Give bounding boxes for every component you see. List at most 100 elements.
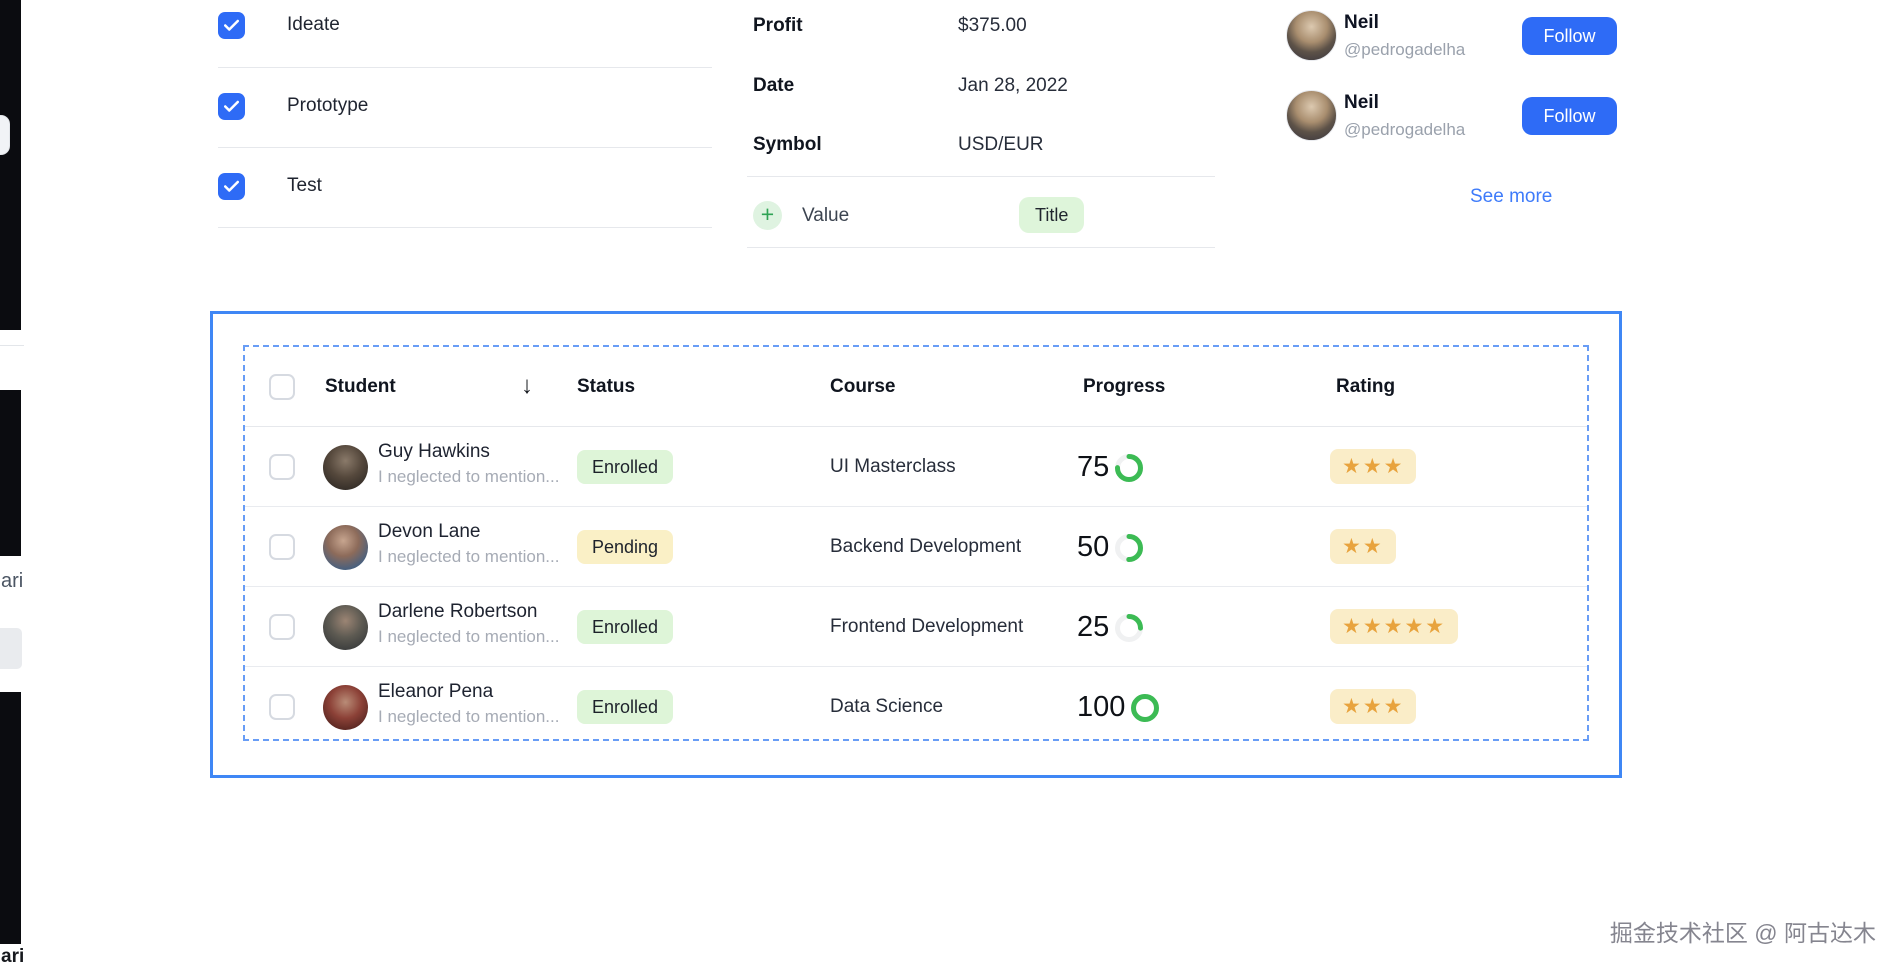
person-handle: @pedrogadelha <box>1344 40 1466 59</box>
watermark: 掘金技术社区 @ 阿古达木 <box>1609 920 1876 946</box>
left-edge-partial-button <box>0 115 10 155</box>
course-cell: UI Masterclass <box>830 456 956 477</box>
header-student[interactable]: Student <box>325 376 396 397</box>
student-name: Darlene Robertson <box>378 601 538 622</box>
person-name: Neil <box>1344 12 1379 33</box>
person-name: Neil <box>1344 92 1379 113</box>
checkbox-checked-icon[interactable] <box>218 92 245 120</box>
table-row[interactable]: Eleanor Pena I neglected to mention... E… <box>245 667 1587 741</box>
table-dashed-frame: Student ↓ Status Course Progress Rating … <box>243 345 1589 741</box>
divider <box>218 147 712 148</box>
left-edge-divider <box>0 345 24 346</box>
left-edge-strip <box>0 0 21 972</box>
row-checkbox[interactable] <box>269 534 295 560</box>
course-cell: Data Science <box>830 696 944 717</box>
checklist-item[interactable]: Ideate <box>218 11 340 39</box>
add-value-button[interactable]: + <box>753 201 782 230</box>
progress-cell: 100 <box>1077 687 1160 728</box>
left-edge-partial-text: ari <box>1 570 24 592</box>
student-name: Guy Hawkins <box>378 441 490 462</box>
follow-button[interactable]: Follow <box>1522 17 1617 55</box>
student-avatar <box>323 685 368 730</box>
header-status: Status <box>577 376 636 397</box>
divider <box>218 227 712 228</box>
checklist-item-label: Test <box>287 175 322 196</box>
progress-cell: 75 <box>1077 447 1144 488</box>
status-badge: Enrolled <box>577 450 674 484</box>
checklist-panel: Ideate Prototype Test <box>218 0 712 240</box>
person-card: Neil @pedrogadelha Follow <box>1286 10 1631 72</box>
progress-cell: 25 <box>1077 607 1144 648</box>
row-checkbox[interactable] <box>269 614 295 640</box>
rating-stars: ★★★★★ <box>1330 609 1459 644</box>
checklist-item-label: Prototype <box>287 95 369 116</box>
row-checkbox[interactable] <box>269 454 295 480</box>
course-cell: Backend Development <box>830 536 1022 557</box>
detail-label: Profit <box>753 15 803 36</box>
progress-value: 25 <box>1077 611 1110 643</box>
detail-label: Symbol <box>753 134 822 155</box>
progress-ring-icon <box>1131 693 1160 722</box>
title-chip[interactable]: Title <box>1019 197 1085 233</box>
person-card: Neil @pedrogadelha Follow <box>1286 90 1631 152</box>
divider <box>747 176 1215 177</box>
student-avatar <box>323 605 368 650</box>
student-note: I neglected to mention... <box>378 467 560 486</box>
progress-value: 50 <box>1077 531 1110 563</box>
status-badge: Enrolled <box>577 610 674 644</box>
student-name: Devon Lane <box>378 521 481 542</box>
checkbox-checked-icon[interactable] <box>218 11 245 39</box>
follow-button[interactable]: Follow <box>1522 97 1617 135</box>
divider <box>747 247 1215 248</box>
header-progress: Progress <box>1083 376 1166 397</box>
checklist-item-label: Ideate <box>287 14 340 35</box>
student-name: Eleanor Pena <box>378 681 494 702</box>
progress-value: 100 <box>1077 691 1126 723</box>
course-cell: Frontend Development <box>830 616 1024 637</box>
divider <box>218 67 712 68</box>
student-note: I neglected to mention... <box>378 627 560 646</box>
checklist-item[interactable]: Test <box>218 172 322 200</box>
table-selection-frame[interactable]: Student ↓ Status Course Progress Rating … <box>210 311 1622 778</box>
student-avatar <box>323 445 368 490</box>
status-badge: Pending <box>577 530 674 564</box>
rating-stars: ★★ <box>1330 529 1396 564</box>
check-icon <box>224 100 239 112</box>
rating-stars: ★★★ <box>1330 449 1417 484</box>
table-header-row: Student ↓ Status Course Progress Rating <box>245 347 1587 427</box>
table-row[interactable]: Devon Lane I neglected to mention... Pen… <box>245 507 1587 587</box>
rating-stars: ★★★ <box>1330 689 1417 724</box>
left-edge-partial-text-bottom: ari <box>1 946 25 967</box>
progress-value: 75 <box>1077 451 1110 483</box>
progress-cell: 50 <box>1077 527 1144 568</box>
person-handle: @pedrogadelha <box>1344 120 1466 139</box>
detail-label: Date <box>753 75 795 96</box>
avatar[interactable] <box>1286 90 1337 141</box>
detail-value: $375.00 <box>958 15 1027 36</box>
header-rating: Rating <box>1336 376 1396 397</box>
left-edge-panel: ari <box>0 556 24 692</box>
add-value-label: Value <box>802 205 850 226</box>
status-badge: Enrolled <box>577 690 674 724</box>
check-icon <box>224 19 239 31</box>
sort-arrow-down-icon[interactable]: ↓ <box>521 372 533 399</box>
header-course: Course <box>830 376 896 397</box>
table-row[interactable]: Guy Hawkins I neglected to mention... En… <box>245 427 1587 507</box>
progress-ring-icon <box>1115 533 1144 562</box>
left-edge-panel-gap <box>0 330 24 390</box>
checkbox-checked-icon[interactable] <box>218 172 245 200</box>
progress-ring-icon <box>1115 613 1144 642</box>
progress-ring-icon <box>1115 453 1144 482</box>
select-all-checkbox[interactable] <box>269 374 295 400</box>
see-more-link[interactable]: See more <box>1470 186 1553 207</box>
detail-value: USD/EUR <box>958 134 1044 155</box>
student-note: I neglected to mention... <box>378 707 560 726</box>
left-edge-panel-bottom: ari <box>0 944 24 972</box>
student-note: I neglected to mention... <box>378 547 560 566</box>
table-row[interactable]: Darlene Robertson I neglected to mention… <box>245 587 1587 667</box>
avatar[interactable] <box>1286 10 1337 61</box>
row-checkbox[interactable] <box>269 694 295 720</box>
checklist-item[interactable]: Prototype <box>218 92 368 120</box>
left-edge-partial-block <box>0 628 22 669</box>
detail-value: Jan 28, 2022 <box>958 75 1068 96</box>
